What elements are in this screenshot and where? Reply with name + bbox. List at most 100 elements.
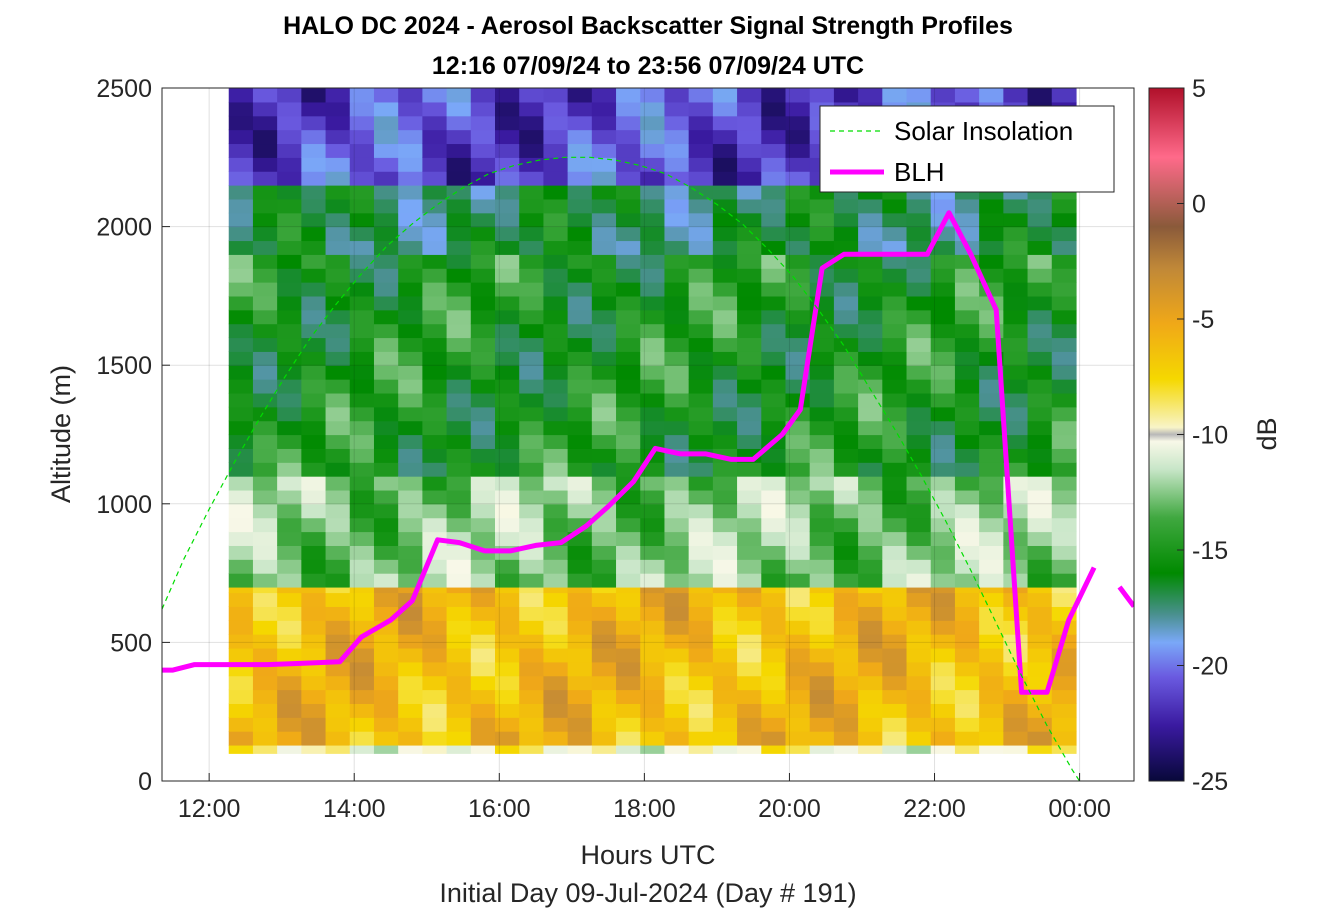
heatmap-cell — [979, 379, 1004, 394]
heatmap-cell — [906, 392, 932, 408]
heatmap-cell — [543, 675, 569, 691]
heatmap-cell — [761, 254, 787, 269]
heatmap-cell — [858, 503, 883, 519]
heatmap-cell — [858, 489, 883, 505]
heatmap-cell — [761, 101, 787, 117]
heatmap-cell — [1051, 309, 1077, 325]
heatmap-cell — [979, 226, 1004, 242]
heatmap-cell — [422, 592, 448, 607]
heatmap-cell — [591, 392, 617, 408]
heatmap-cell — [252, 647, 278, 663]
heatmap-cell — [979, 661, 1004, 677]
heatmap-cell — [567, 744, 593, 754]
heatmap-cell — [761, 88, 787, 103]
heatmap-cell — [664, 634, 690, 649]
heatmap-cell — [446, 559, 472, 574]
heatmap-cell — [470, 586, 496, 594]
heatmap-cell — [252, 88, 278, 103]
heatmap-cell — [373, 420, 399, 436]
heatmap-cell — [277, 462, 302, 477]
heatmap-cell — [325, 129, 351, 145]
heatmap-cell — [228, 503, 254, 519]
heatmap-cell — [737, 88, 762, 103]
heatmap-cell — [616, 392, 641, 408]
heatmap-cell — [422, 503, 448, 519]
heatmap-cell — [737, 517, 762, 533]
heatmap-cell — [833, 661, 859, 677]
heatmap-cell — [301, 171, 327, 186]
heatmap-cell — [761, 115, 787, 131]
heatmap-cell — [277, 101, 302, 117]
heatmap-cell — [373, 295, 399, 311]
heatmap-cell — [349, 254, 375, 269]
heatmap-cell — [349, 586, 375, 594]
heatmap-cell — [398, 337, 423, 352]
heatmap-cell — [954, 531, 980, 546]
heatmap-cell — [325, 434, 351, 449]
heatmap-cell — [277, 226, 302, 242]
heatmap-cell — [809, 476, 835, 491]
heatmap-cell — [785, 717, 811, 732]
heatmap-cell — [373, 489, 399, 505]
heatmap-cell — [325, 517, 351, 533]
heatmap-cell — [519, 731, 545, 746]
heatmap-cell — [737, 559, 762, 574]
heatmap-cell — [252, 545, 278, 560]
heatmap-cell — [833, 647, 859, 663]
heatmap-cell — [495, 157, 520, 172]
heatmap-cell — [785, 675, 811, 691]
heatmap-cell — [519, 531, 545, 546]
heatmap-cell — [373, 323, 399, 339]
heatmap-cell — [398, 489, 423, 505]
heatmap-cell — [1003, 198, 1029, 214]
heatmap-cell — [761, 703, 787, 718]
heatmap-cell — [882, 365, 908, 380]
heatmap-cell — [446, 212, 472, 228]
heatmap-cell — [664, 129, 690, 145]
heatmap-cell — [349, 606, 375, 621]
heatmap-cell — [277, 295, 302, 311]
heatmap-cell — [277, 434, 302, 449]
heatmap-cell — [252, 309, 278, 325]
heatmap-cell — [930, 309, 956, 325]
heatmap-cell — [349, 462, 375, 477]
heatmap-cell — [277, 185, 302, 200]
heatmap-cell — [591, 88, 617, 103]
heatmap-cell — [398, 586, 423, 594]
heatmap-cell — [858, 88, 883, 103]
heatmap-cell — [422, 717, 448, 732]
heatmap-cell — [809, 620, 835, 635]
heatmap-cell — [664, 365, 690, 380]
heatmap-cell — [325, 620, 351, 635]
heatmap-cell — [591, 351, 617, 366]
heatmap-cell — [591, 434, 617, 449]
heatmap-cell — [640, 323, 666, 339]
heatmap-cell — [422, 379, 448, 394]
heatmap-cell — [882, 606, 908, 621]
heatmap-cell — [664, 392, 690, 408]
heatmap-cell — [930, 295, 956, 311]
heatmap-cell — [688, 254, 714, 269]
heatmap-cell — [712, 115, 738, 131]
heatmap-cell — [398, 226, 423, 242]
heatmap-cell — [277, 689, 302, 704]
heatmap-cell — [1003, 379, 1029, 394]
heatmap-cell — [1027, 531, 1053, 546]
heatmap-cell — [737, 254, 762, 269]
heatmap-cell — [446, 392, 472, 408]
heatmap-cell — [567, 448, 593, 463]
heatmap-cell — [833, 268, 859, 283]
heatmap-cell — [325, 462, 351, 477]
heatmap-cell — [446, 365, 472, 380]
heatmap-cell — [446, 634, 472, 649]
heatmap-cell — [1027, 545, 1053, 560]
heatmap-cell — [858, 392, 883, 408]
heatmap-cell — [688, 240, 714, 255]
heatmap-cell — [1027, 647, 1053, 663]
heatmap-cell — [1027, 476, 1053, 491]
heatmap-cell — [882, 212, 908, 228]
heatmap-cell — [833, 689, 859, 704]
heatmap-cell — [398, 198, 423, 214]
heatmap-cell — [591, 171, 617, 186]
heatmap-cell — [712, 531, 738, 546]
